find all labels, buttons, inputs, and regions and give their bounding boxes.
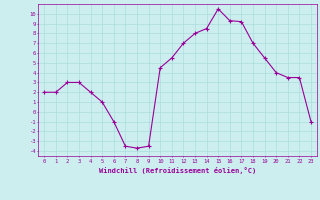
X-axis label: Windchill (Refroidissement éolien,°C): Windchill (Refroidissement éolien,°C): [99, 167, 256, 174]
